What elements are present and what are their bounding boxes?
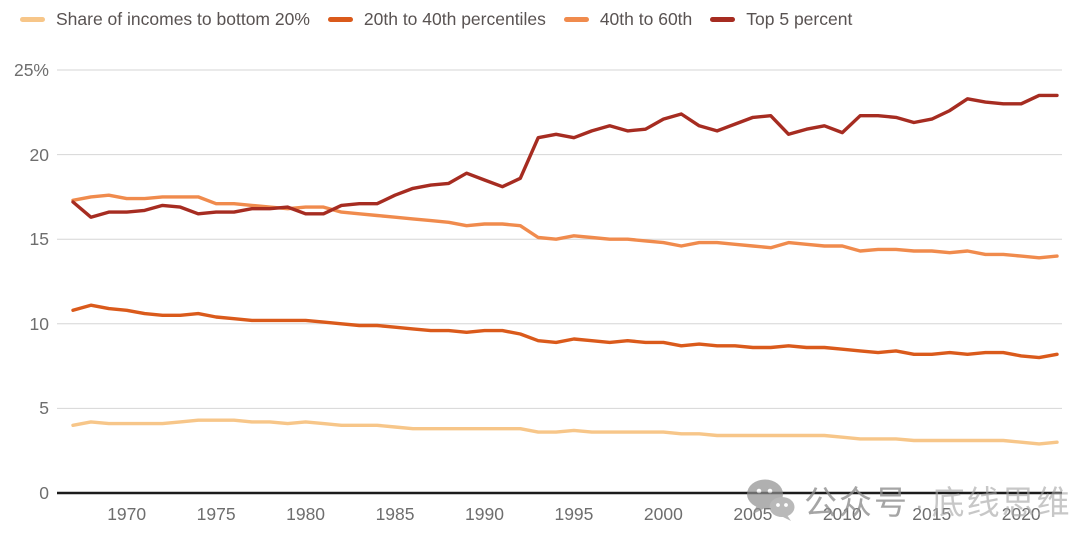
y-tick-label: 20 (29, 144, 49, 165)
x-tick-label: 1985 (375, 504, 415, 524)
x-tick-label: 2020 (1001, 504, 1041, 524)
legend-label-20th-40th: 20th to 40th percentiles (363, 9, 546, 29)
series-line-0 (71, 418, 1059, 446)
x-tick-label: 1970 (107, 504, 147, 524)
legend-label-top-5: Top 5 percent (746, 9, 853, 29)
x-tick-label: 2000 (643, 504, 683, 524)
y-tick-label: 25% (13, 60, 49, 80)
x-tick-label: 1995 (554, 504, 594, 524)
x-tick-label: 2015 (912, 504, 952, 524)
x-tick-label: 2005 (733, 504, 773, 524)
x-tick-label: 1975 (196, 504, 236, 524)
legend-item-top-5: Top 5 percent (710, 9, 852, 30)
y-tick-label: 15 (29, 229, 49, 250)
series-line-3 (71, 93, 1059, 219)
y-tick-label: 5 (39, 398, 49, 419)
legend-item-20th-40th: 20th to 40th percentiles (327, 9, 546, 30)
legend-swatch-bottom-20 (20, 17, 45, 22)
y-tick-label: 0 (39, 483, 49, 503)
legend: Share of incomes to bottom 20% 20th to 4… (20, 9, 852, 30)
series-line-2 (71, 193, 1059, 260)
legend-swatch-40th-60th (563, 17, 589, 22)
legend-label-40th-60th: 40th to 60th (599, 9, 693, 29)
legend-swatch-20th-40th (327, 17, 353, 22)
legend-item-40th-60th: 40th to 60th (563, 9, 693, 30)
x-tick-label: 1990 (465, 504, 504, 524)
x-tick-label: 2010 (822, 504, 862, 524)
legend-item-bottom-20: Share of incomes to bottom 20% (20, 9, 310, 30)
x-tick-label: 1980 (286, 504, 326, 524)
legend-swatch-top-5 (710, 17, 736, 22)
legend-label-bottom-20: Share of incomes to bottom 20% (56, 9, 310, 29)
series-line-1 (71, 303, 1059, 360)
y-tick-label: 10 (29, 313, 49, 334)
